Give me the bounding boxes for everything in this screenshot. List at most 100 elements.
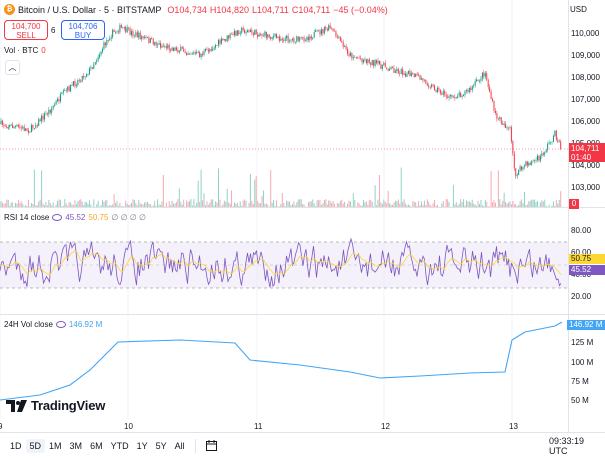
sell-button[interactable]: 104,700 SELL: [4, 20, 48, 40]
pane-separator-rsi[interactable]: [0, 207, 605, 208]
volume-bar: [551, 205, 553, 207]
time-tick: 11: [254, 422, 263, 431]
candle-body: [548, 142, 550, 144]
volume-bar: [193, 199, 195, 207]
volume-bar: [558, 199, 560, 207]
buy-button[interactable]: 104,706 BUY: [61, 20, 105, 40]
candle-body: [444, 91, 446, 95]
price-axis[interactable]: [568, 0, 605, 432]
currency-button[interactable]: USD: [570, 5, 587, 14]
candle-body: [493, 100, 495, 111]
volume-bar: [28, 199, 30, 207]
volume-bar: [168, 201, 170, 207]
volume-bar: [528, 201, 530, 207]
volume-bar: [186, 200, 188, 207]
timeframe-all-button[interactable]: All: [174, 441, 185, 451]
timeframe-6m-button[interactable]: 6M: [90, 441, 103, 451]
volume-bar: [39, 199, 41, 207]
candle-body: [161, 45, 163, 48]
timeframe-1d-button[interactable]: 1D: [10, 441, 22, 451]
volume-bar: [532, 199, 534, 207]
candle-body: [481, 72, 483, 79]
candle-body: [387, 68, 389, 71]
chart-area[interactable]: [0, 0, 568, 432]
candle-body: [258, 34, 260, 37]
candle-body: [455, 97, 457, 99]
timeframe-3m-button[interactable]: 3M: [69, 441, 83, 451]
timeframe-1m-button[interactable]: 1M: [49, 441, 62, 451]
volume-bar: [58, 199, 60, 207]
volume-bar: [10, 202, 12, 207]
volume-bar: [215, 201, 217, 207]
volume-bar: [467, 201, 469, 207]
timeframe-ytd-button[interactable]: YTD: [110, 441, 129, 451]
volume-bar: [399, 203, 401, 207]
candle-body: [231, 33, 233, 35]
candle-body: [193, 52, 195, 54]
volume-legend[interactable]: Vol · BTC 0: [4, 46, 46, 55]
toolbar-divider: [194, 439, 196, 453]
timeframe-5d-button[interactable]: 5D: [25, 439, 46, 453]
candle-body: [184, 51, 186, 54]
price-chart[interactable]: [0, 0, 568, 432]
volume-bar: [481, 205, 483, 207]
candle-body: [29, 131, 31, 133]
calendar-icon[interactable]: [202, 438, 221, 455]
volume-bar: [309, 201, 311, 207]
candle-body: [120, 25, 122, 28]
candle-body: [261, 34, 263, 36]
volume-bar: [347, 203, 349, 207]
candle-body: [367, 59, 369, 64]
pane-separator-vol24[interactable]: [0, 314, 605, 315]
volume-bar: [41, 170, 43, 207]
volume-bar: [393, 202, 395, 207]
ohlc-open: O104,734: [167, 4, 207, 15]
candle-body: [544, 152, 546, 155]
candle-body: [389, 69, 391, 71]
candle-body: [158, 43, 160, 45]
volume-bar: [15, 202, 16, 207]
volume-bar: [487, 206, 489, 207]
tradingview-logo[interactable]: TradingView: [6, 398, 105, 413]
candle-body: [505, 123, 507, 129]
volume-bar: [499, 199, 501, 207]
candle-body: [490, 91, 492, 100]
volume-bar: [326, 204, 328, 207]
volume-bar: [284, 206, 286, 207]
candle-body: [71, 84, 73, 86]
volume-bar: [428, 201, 430, 207]
utc-clock[interactable]: 09:33:19 UTC: [549, 436, 585, 456]
timeframe-1y-button[interactable]: 1Y: [136, 441, 148, 451]
symbol-title[interactable]: Bitcoin / U.S. Dollar · 5 · BITSTAMP: [18, 4, 162, 15]
volume-bar: [61, 206, 63, 207]
candle-body: [334, 30, 335, 32]
rsi-legend[interactable]: RSI 14 close 45.52 50.75 ∅ ∅ ∅ ∅: [4, 213, 146, 222]
candle-body: [461, 95, 463, 97]
candle-body: [344, 46, 346, 47]
vol24-legend[interactable]: 24H Vol close 146.92 M: [4, 320, 102, 329]
volume-bar: [460, 199, 462, 207]
symbol-legend[interactable]: ₿ Bitcoin / U.S. Dollar · 5 · BITSTAMP O…: [4, 4, 388, 15]
candle-body: [206, 48, 208, 50]
volume-bar: [107, 205, 109, 207]
candle-body: [547, 143, 549, 150]
collapse-legend-button[interactable]: ︿: [5, 60, 20, 75]
volume-bar: [365, 201, 367, 207]
volume-bar: [334, 203, 335, 207]
candle-body: [378, 60, 380, 65]
candle-body: [335, 31, 337, 37]
volume-bar: [109, 204, 111, 207]
candle-body: [84, 76, 86, 78]
candle-body: [429, 87, 431, 88]
candle-body: [551, 141, 553, 143]
vol24-tick: 100 M: [571, 358, 594, 367]
timeframe-5y-button[interactable]: 5Y: [155, 441, 167, 451]
vol24-value: 146.92 M: [68, 320, 103, 329]
volume-bar: [283, 202, 285, 207]
time-tick: 9: [0, 422, 3, 431]
volume-bar: [194, 205, 196, 207]
volume-bar: [400, 167, 402, 207]
candle-body: [338, 36, 340, 38]
candle-body: [407, 70, 409, 74]
volume-bar: [506, 203, 508, 207]
